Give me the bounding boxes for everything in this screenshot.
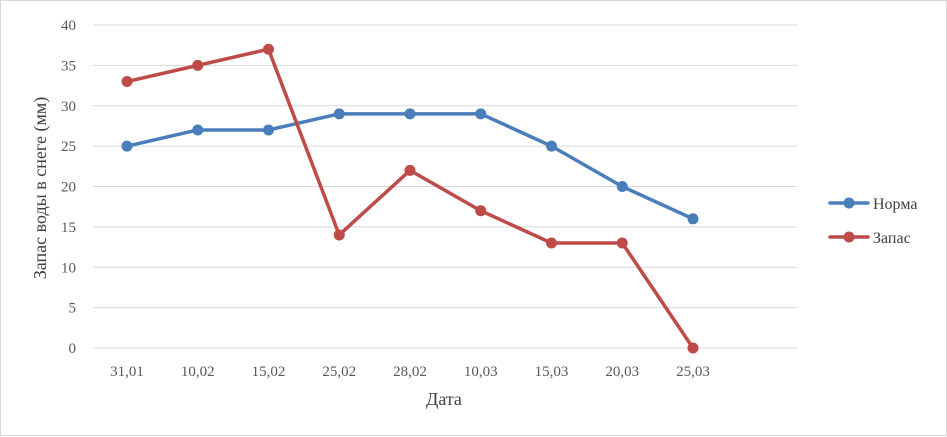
data-point <box>687 213 699 225</box>
data-point <box>475 205 487 217</box>
data-point <box>404 164 416 176</box>
x-tick-label: 25,02 <box>322 364 356 380</box>
legend-item: Норма <box>828 196 917 213</box>
y-tick-label: 15 <box>61 220 76 236</box>
y-axis-ticks: 0 5 10 15 20 25 30 35 40 <box>61 18 76 357</box>
x-tick-label: 10,03 <box>464 364 498 380</box>
y-axis-title: Запас воды в снеге (мм) <box>30 97 51 280</box>
x-tick-label: 20,03 <box>605 364 639 380</box>
data-point <box>616 237 628 249</box>
legend-marker <box>843 231 855 243</box>
y-tick-label: 0 <box>69 341 77 357</box>
series-1 <box>121 108 699 225</box>
y-tick-label: 40 <box>61 18 76 34</box>
data-point <box>263 124 274 136</box>
y-tick-label: 5 <box>69 301 77 317</box>
data-point <box>121 140 133 152</box>
y-tick-label: 10 <box>61 260 76 276</box>
data-point <box>616 181 628 192</box>
y-tick-label: 20 <box>61 180 76 196</box>
x-tick-label: 31,01 <box>110 364 144 380</box>
data-point <box>192 124 204 136</box>
data-point <box>687 342 699 354</box>
series-2 <box>121 43 699 354</box>
data-point <box>121 76 133 88</box>
data-point <box>475 108 487 120</box>
legend-marker <box>843 197 855 209</box>
x-tick-label: 10,02 <box>181 364 215 380</box>
y-tick-label: 35 <box>61 58 76 74</box>
data-point <box>333 229 345 241</box>
y-tick-label: 30 <box>61 99 76 115</box>
x-axis-ticks: 31,01 10,02 15,02 25,02 28,02 10,03 15,03 20,03… <box>110 364 710 380</box>
x-tick-label: 15,02 <box>252 364 286 380</box>
data-point <box>192 59 204 71</box>
data-point <box>546 140 557 152</box>
x-axis-title: Дата <box>426 389 462 409</box>
grid-lines <box>93 24 797 349</box>
data-point <box>333 108 345 120</box>
x-tick-label: 28,02 <box>393 364 427 380</box>
legend-label: Норма <box>873 196 917 213</box>
series-line <box>125 47 695 350</box>
data-point <box>546 237 557 249</box>
legend-item: Запас <box>828 230 911 247</box>
series-layer <box>121 43 699 354</box>
x-tick-label: 25,03 <box>676 364 710 380</box>
legend: Норма Запас <box>828 196 917 247</box>
legend-label: Запас <box>873 230 911 247</box>
x-tick-label: 15,03 <box>535 364 569 380</box>
data-point <box>404 108 416 120</box>
data-point <box>263 43 274 55</box>
y-tick-label: 25 <box>61 139 76 155</box>
